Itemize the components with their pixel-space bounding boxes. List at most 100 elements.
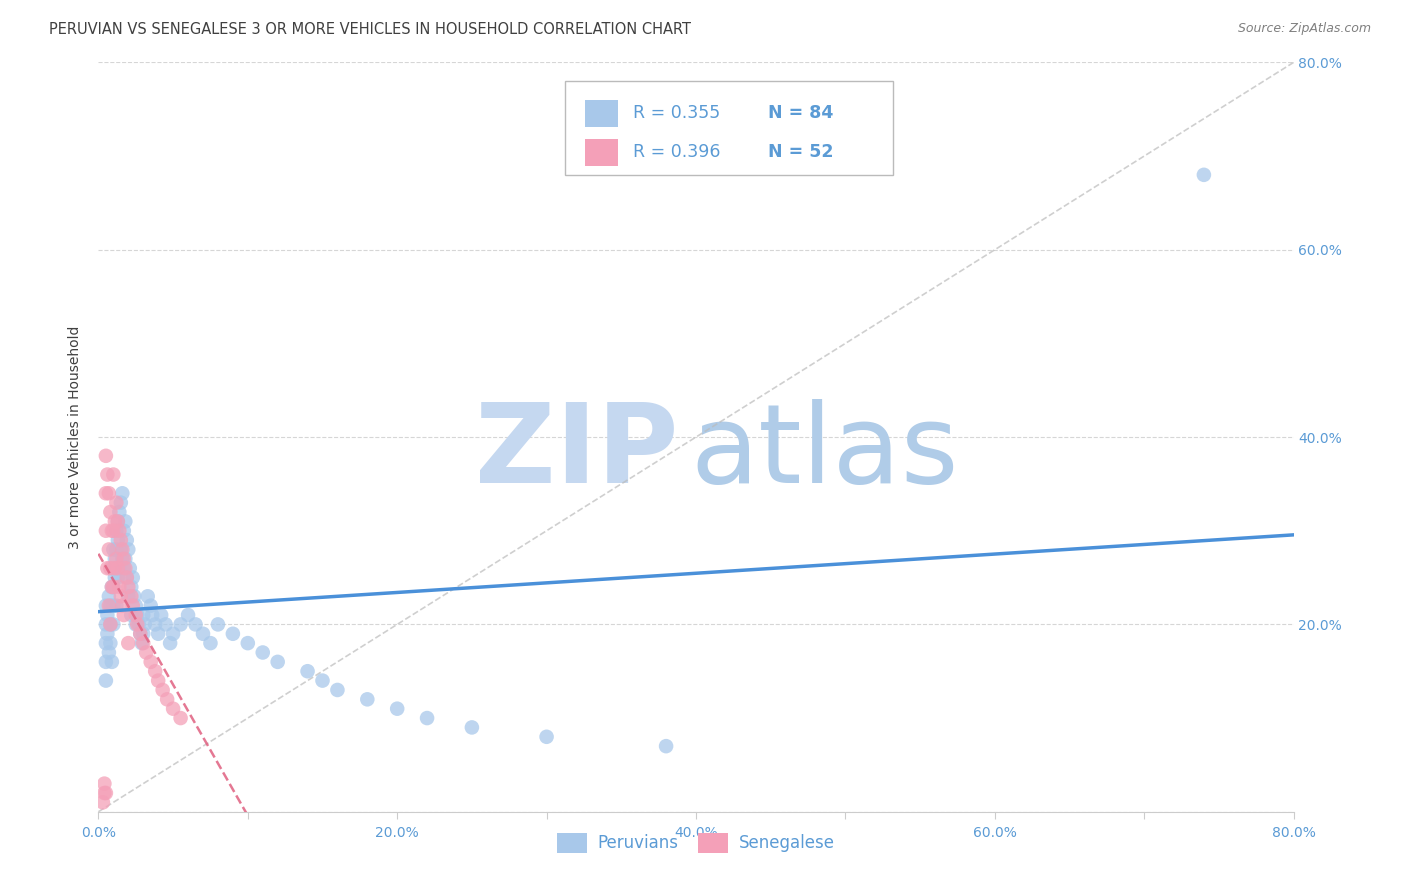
- Point: [267, 655, 290, 669]
- Point: [103, 542, 125, 557]
- Point: [252, 646, 274, 660]
- Legend: Peruvians, Senegalese: Peruvians, Senegalese: [551, 826, 841, 860]
- Point: [103, 580, 125, 594]
- Point: [111, 486, 134, 500]
- Point: [97, 590, 120, 604]
- Point: [177, 608, 200, 623]
- Point: [152, 683, 174, 698]
- Text: R = 0.396: R = 0.396: [633, 143, 720, 161]
- Point: [110, 496, 132, 510]
- Point: [131, 636, 153, 650]
- Point: [103, 599, 125, 613]
- Point: [105, 551, 128, 566]
- Point: [120, 590, 142, 604]
- Text: N = 84: N = 84: [768, 104, 832, 122]
- Point: [655, 739, 678, 753]
- Point: [125, 608, 148, 623]
- Point: [97, 599, 120, 613]
- Point: [236, 636, 259, 650]
- Point: [101, 655, 124, 669]
- Point: [159, 636, 181, 650]
- Point: [115, 571, 138, 585]
- Point: [117, 542, 139, 557]
- Point: [156, 692, 179, 706]
- Text: atlas: atlas: [690, 399, 959, 506]
- Point: [132, 636, 155, 650]
- Point: [139, 599, 162, 613]
- Point: [96, 608, 118, 623]
- Point: [103, 617, 125, 632]
- Point: [94, 524, 117, 538]
- Point: [108, 524, 131, 538]
- Point: [416, 711, 439, 725]
- Point: [111, 599, 134, 613]
- Point: [118, 561, 141, 575]
- Point: [98, 636, 122, 650]
- Point: [135, 646, 157, 660]
- Text: PERUVIAN VS SENEGALESE 3 OR MORE VEHICLES IN HOUSEHOLD CORRELATION CHART: PERUVIAN VS SENEGALESE 3 OR MORE VEHICLE…: [49, 22, 692, 37]
- Point: [356, 692, 378, 706]
- Point: [143, 664, 166, 679]
- Point: [536, 730, 558, 744]
- Point: [103, 580, 125, 594]
- Point: [107, 533, 129, 547]
- Point: [97, 542, 120, 557]
- Point: [94, 636, 117, 650]
- Point: [110, 533, 132, 547]
- FancyBboxPatch shape: [585, 138, 619, 166]
- Point: [169, 711, 191, 725]
- Point: [117, 590, 139, 604]
- Point: [120, 608, 142, 623]
- Point: [127, 617, 149, 632]
- Point: [1192, 168, 1215, 182]
- Point: [111, 551, 134, 566]
- Point: [104, 514, 127, 528]
- Point: [93, 786, 115, 800]
- Point: [107, 514, 129, 528]
- Point: [169, 617, 191, 632]
- Point: [105, 542, 128, 557]
- Point: [148, 673, 170, 688]
- Point: [103, 561, 125, 575]
- Point: [110, 590, 132, 604]
- Point: [105, 599, 128, 613]
- Point: [94, 486, 117, 500]
- Point: [326, 683, 349, 698]
- Point: [107, 561, 129, 575]
- Point: [101, 580, 124, 594]
- Point: [114, 551, 136, 566]
- Point: [136, 590, 159, 604]
- Point: [112, 524, 135, 538]
- Point: [125, 599, 148, 613]
- Point: [98, 617, 122, 632]
- Point: [128, 617, 150, 632]
- Y-axis label: 3 or more Vehicles in Household: 3 or more Vehicles in Household: [69, 326, 83, 549]
- Point: [105, 496, 128, 510]
- Point: [93, 776, 115, 791]
- FancyBboxPatch shape: [565, 81, 893, 175]
- Point: [162, 701, 184, 715]
- Text: N = 52: N = 52: [768, 143, 834, 161]
- FancyBboxPatch shape: [585, 100, 619, 127]
- Point: [108, 561, 131, 575]
- Point: [297, 664, 319, 679]
- Point: [104, 551, 127, 566]
- Point: [115, 571, 138, 585]
- Point: [105, 524, 128, 538]
- Point: [461, 721, 484, 735]
- Point: [97, 646, 120, 660]
- Point: [124, 590, 146, 604]
- Point: [94, 655, 117, 669]
- Point: [120, 580, 142, 594]
- Point: [114, 561, 136, 575]
- Point: [91, 796, 114, 810]
- Point: [96, 626, 118, 640]
- Point: [200, 636, 222, 650]
- Point: [104, 571, 127, 585]
- Point: [114, 514, 136, 528]
- Point: [108, 580, 131, 594]
- Point: [121, 571, 143, 585]
- Point: [107, 571, 129, 585]
- Point: [97, 486, 120, 500]
- Point: [162, 626, 184, 640]
